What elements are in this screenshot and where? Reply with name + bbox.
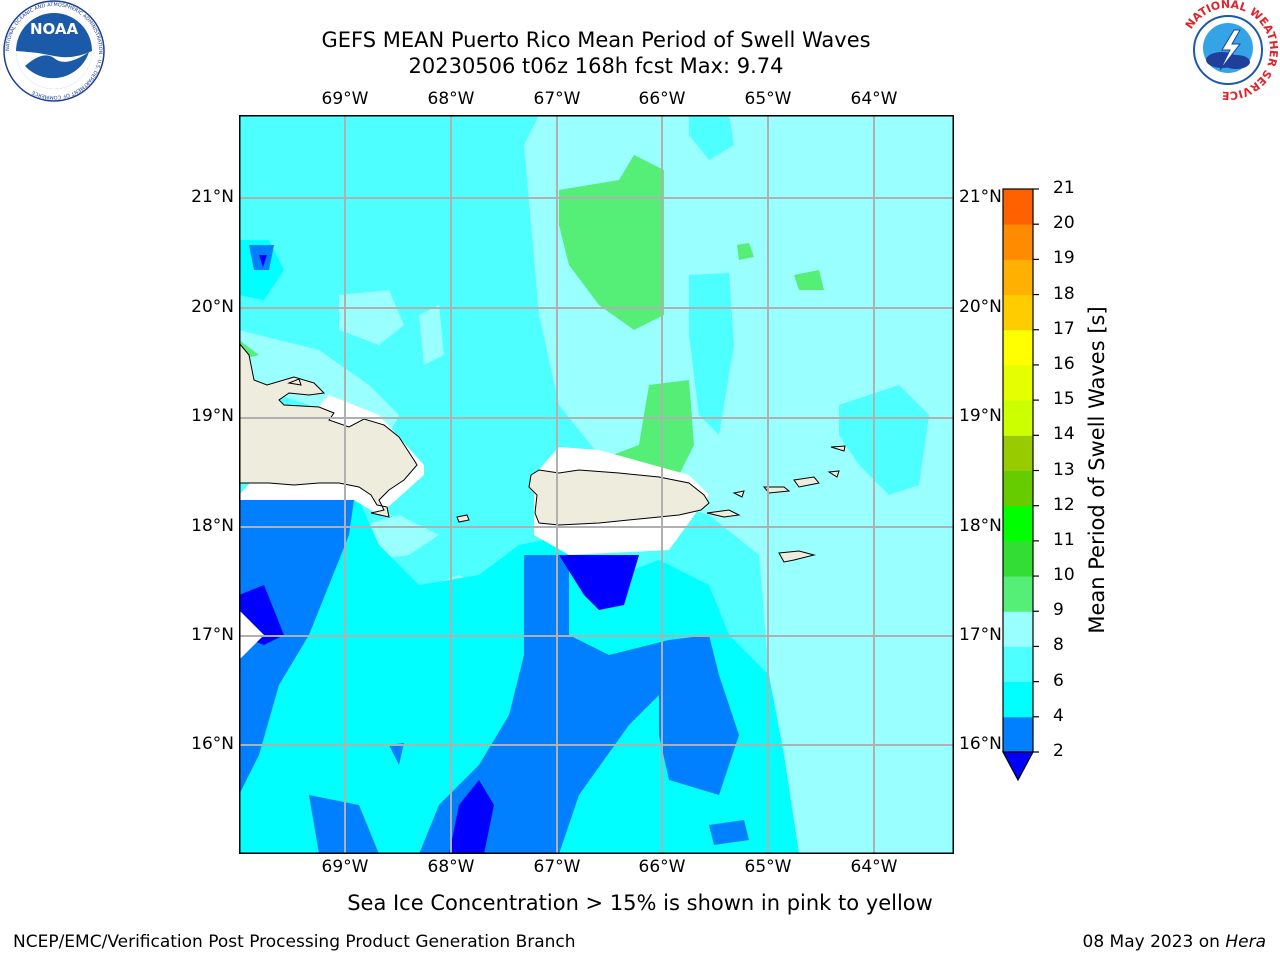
map-frame [239,115,954,854]
swell-band-9-patch [339,290,404,345]
colorbar-segment [1003,470,1033,507]
colorbar [1002,188,1039,782]
lat-label-left: 21°N [191,187,234,207]
lat-label-right: 16°N [959,734,1002,754]
swell-band-8-patch [689,273,734,435]
footer-branch: NCEP/EMC/Verification Post Processing Pr… [13,932,576,952]
noaa-logo: NOAA NATIONAL OCEANIC AND ATMOSPHERIC AD… [3,0,105,102]
swell-band-8-patch [689,115,734,160]
swell-band-4-patch [659,675,739,795]
colorbar-tick-label: 20 [1053,213,1075,234]
islet [287,378,302,386]
sea-ice-note: Sea Ice Concentration > 15% is shown in … [347,891,933,915]
lat-label-left: 17°N [191,625,234,645]
colorbar-tick-label: 8 [1053,635,1064,656]
swell-band-8-patch [839,385,929,495]
swell-band-10-patch [794,270,824,290]
swell-band-10-patch [599,380,694,475]
colorbar-tick-label: 19 [1053,248,1075,269]
colorbar-segment [1003,189,1033,225]
colorbar-tick-label: 15 [1053,389,1075,410]
lon-label-bottom: 69°W [321,857,369,877]
lon-label-bottom: 64°W [850,857,898,877]
footer-host: Hera [1225,932,1266,952]
colorbar-segment [1003,716,1033,753]
lat-label-left: 20°N [191,297,234,317]
colorbar-segment [1003,505,1033,542]
swell-band-4 [239,500,354,795]
map-panel [239,115,954,854]
colorbar-segment [1003,400,1033,436]
colorbar-tick-label: 13 [1053,459,1075,480]
lat-label-left: 16°N [191,734,234,754]
colorbar-tick-label: 10 [1053,565,1075,586]
colorbar-tick-label: 18 [1053,283,1075,304]
lon-label-top: 64°W [850,89,898,109]
puerto-rico-land [528,469,710,526]
swell-band-2-patch [259,255,267,267]
lon-label-top: 69°W [321,89,369,109]
colorbar-segment [1003,681,1033,718]
colorbar-segment [1003,540,1033,577]
lat-label-right: 21°N [959,187,1002,207]
colorbar-segment [1003,364,1033,401]
colorbar-tick-label: 9 [1053,600,1064,621]
swell-band-4 [419,555,719,854]
colorbar-title: Mean Period of Swell Waves [s] [1085,306,1109,634]
colorbar-tick-label: 11 [1053,529,1075,550]
lat-label-right: 17°N [959,625,1002,645]
colorbar-segment [1003,646,1033,683]
lon-label-bottom: 68°W [427,857,475,877]
chart-subtitle: 20230506 t06z 168h fcst Max: 9.74 [408,54,784,78]
vieques-island [706,509,741,518]
lon-label-top: 67°W [533,89,581,109]
colorbar-segment [1003,329,1033,366]
footer-date: 08 May 2023 on Hera [1083,932,1267,952]
noaa-logo-text: NOAA [30,20,79,38]
colorbar-segment [1003,576,1033,612]
lon-label-top: 68°W [427,89,475,109]
colorbar-tick-label: 6 [1053,670,1064,691]
lon-label-top: 66°W [638,89,686,109]
hispaniola-land [239,342,418,518]
lat-label-right: 19°N [959,406,1002,426]
footer-date-text: 08 May 2023 on [1082,932,1220,952]
colorbar-tick-label: 21 [1053,178,1075,198]
culebra-island [732,490,745,498]
colorbar-segment [1003,435,1033,471]
graticule [239,115,954,854]
colorbar-segment [1003,224,1033,260]
colorbar-tick-label: 12 [1053,494,1075,515]
swell-band-10-patch [737,243,754,260]
colorbar-tick-label: 2 [1053,741,1064,761]
lon-label-bottom: 67°W [533,857,581,877]
swell-band-4-patch [709,820,749,845]
swell-band-2-patch [449,780,494,854]
colorbar-extension [1002,751,1035,782]
swell-band-4-patch [389,743,404,765]
colorbar-tick-label: 14 [1053,424,1075,445]
colorbar-tick-label: 17 [1053,318,1075,339]
chart-title: GEFS MEAN Puerto Rico Mean Period of Swe… [321,28,871,52]
mona-island [456,514,470,523]
colorbar-segment [1003,294,1033,331]
colorbar-segment [1003,611,1033,647]
colorbar-tick-label: 4 [1053,705,1064,726]
colorbar-segment [1003,259,1033,296]
st-croix-island [778,550,816,563]
sombrero-island [830,445,846,452]
swell-band-9-patch [419,305,444,365]
lat-label-right: 18°N [959,516,1002,536]
lon-label-bottom: 65°W [744,857,792,877]
lat-label-left: 19°N [191,406,234,426]
virgin-island [793,476,820,488]
lat-label-right: 20°N [959,297,1002,317]
anegada-island [827,470,840,478]
lon-label-top: 65°W [744,89,792,109]
lon-label-bottom: 66°W [638,857,686,877]
swell-band-2 [559,555,639,610]
colorbar-tick-label: 16 [1053,353,1075,374]
lat-label-left: 18°N [191,516,234,536]
nws-logo: NATIONAL WEATHER SERVICE [1180,0,1278,100]
